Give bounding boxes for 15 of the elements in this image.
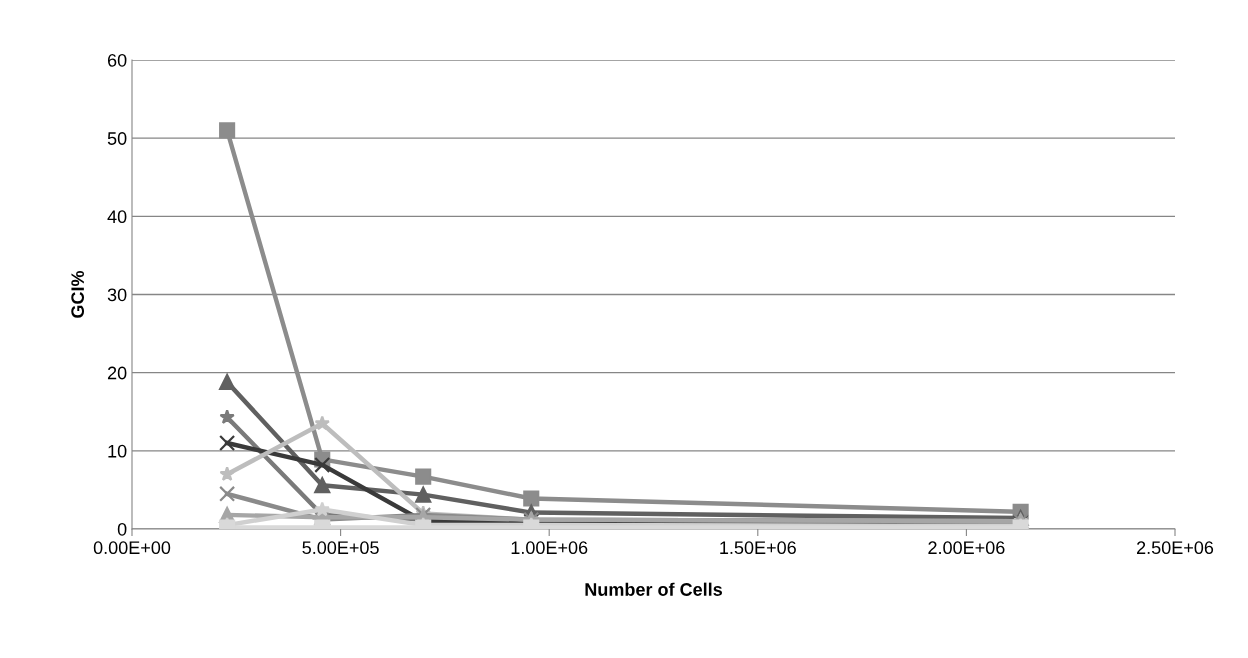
x-tick-label: 2.00E+06	[928, 541, 1005, 555]
y-tick-label: 0	[117, 522, 127, 536]
y-tick-label: 40	[107, 210, 127, 224]
x-tick-label: 1.00E+06	[511, 541, 588, 555]
y-tick-label: 30	[107, 288, 127, 302]
x-tick-label: 2.50E+06	[1137, 541, 1214, 555]
y-axis-title: GCI%	[71, 270, 85, 318]
x-tick-label: 5.00E+05	[302, 541, 379, 555]
x-axis-title: Number of Cells	[585, 582, 722, 596]
y-tick-label: 10	[108, 444, 127, 458]
y-tick-label: 20	[107, 366, 127, 380]
x-tick-label: 1.50E+06	[720, 541, 796, 555]
x-tick-label: 0.00E+00	[93, 541, 171, 555]
y-tick-label: 60	[107, 53, 127, 67]
y-tick-label: 50	[107, 132, 127, 145]
